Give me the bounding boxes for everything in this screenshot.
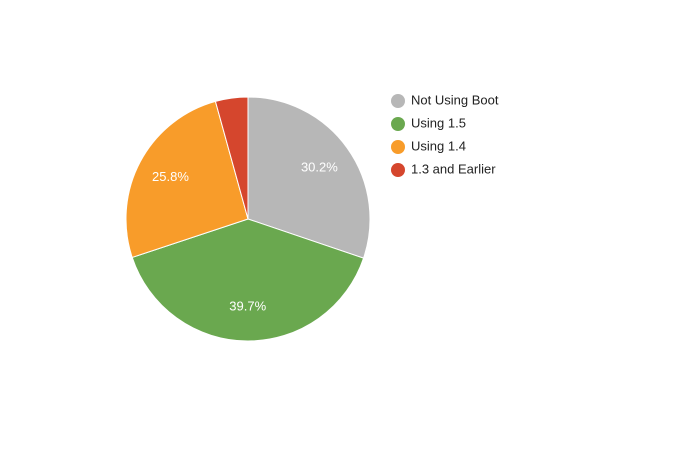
pie-slice	[214, 96, 249, 220]
slice-label: 25.8%	[152, 169, 189, 184]
legend-label: Using 1.5	[411, 115, 466, 130]
legend-label: Not Using Boot	[411, 92, 499, 107]
legend-label: Using 1.4	[411, 138, 466, 153]
legend-swatch	[391, 117, 405, 131]
pie-slice	[131, 218, 365, 342]
slice-label: 39.7%	[229, 298, 266, 313]
pie-slice	[125, 100, 249, 259]
legend-label: 1.3 and Earlier	[411, 161, 496, 176]
legend-swatch	[391, 140, 405, 154]
legend-swatch	[391, 163, 405, 177]
legend-swatch	[391, 94, 405, 108]
pie-slice	[247, 96, 371, 259]
slice-label: 30.2%	[301, 159, 338, 174]
